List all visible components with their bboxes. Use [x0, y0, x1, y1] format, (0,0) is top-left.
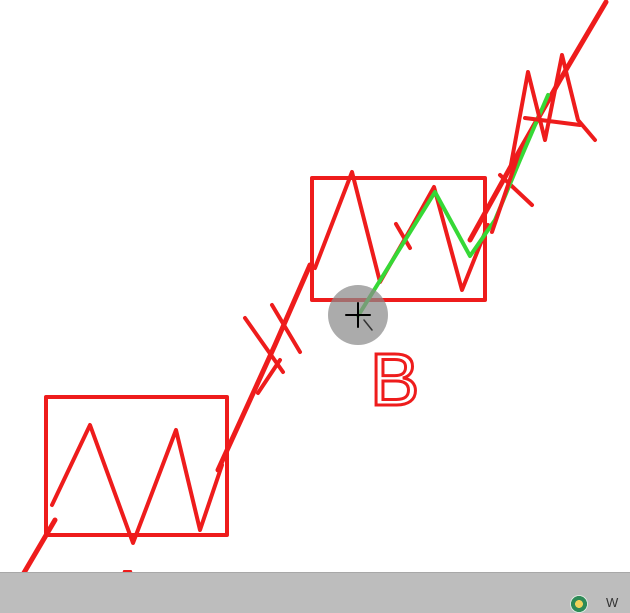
slash-b	[394, 222, 412, 250]
cursor-slash-icon	[363, 319, 373, 331]
trend-ticks	[243, 173, 534, 395]
label-b: B	[370, 338, 419, 421]
app-tray-icon[interactable]	[570, 595, 588, 613]
consolidation-box-a	[44, 395, 229, 537]
projection-line	[356, 93, 550, 318]
taskbar-tray-text[interactable]: W	[606, 595, 619, 610]
trend-line	[5, 0, 609, 603]
zigzag-a	[50, 423, 224, 545]
taskbar: W	[0, 572, 630, 613]
upper-zigzag	[490, 53, 597, 234]
consolidation-box-b	[310, 176, 487, 302]
crosshair-cursor-icon	[345, 302, 371, 328]
